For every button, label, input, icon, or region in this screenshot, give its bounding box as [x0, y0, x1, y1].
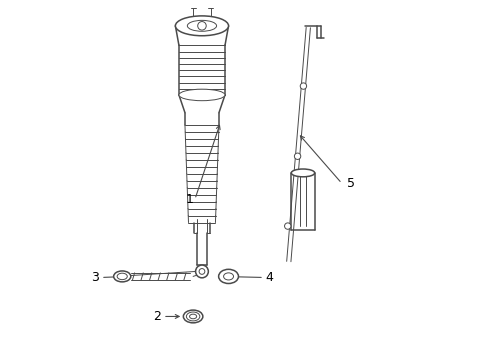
Ellipse shape	[291, 169, 314, 177]
Circle shape	[197, 22, 206, 30]
Circle shape	[199, 269, 204, 274]
Circle shape	[294, 153, 300, 159]
Ellipse shape	[187, 21, 216, 31]
Text: 3: 3	[91, 271, 99, 284]
Text: 2: 2	[153, 310, 161, 323]
Ellipse shape	[218, 269, 238, 283]
Text: 4: 4	[265, 271, 273, 284]
Ellipse shape	[117, 273, 127, 280]
Text: 5: 5	[346, 177, 355, 190]
Circle shape	[195, 265, 208, 278]
Ellipse shape	[183, 310, 203, 323]
Circle shape	[284, 223, 290, 229]
Text: 1: 1	[185, 193, 193, 206]
Ellipse shape	[186, 312, 200, 321]
Ellipse shape	[113, 271, 130, 282]
Ellipse shape	[223, 273, 233, 280]
Circle shape	[300, 83, 306, 89]
Ellipse shape	[175, 16, 228, 36]
Ellipse shape	[189, 314, 196, 319]
Ellipse shape	[179, 89, 224, 101]
